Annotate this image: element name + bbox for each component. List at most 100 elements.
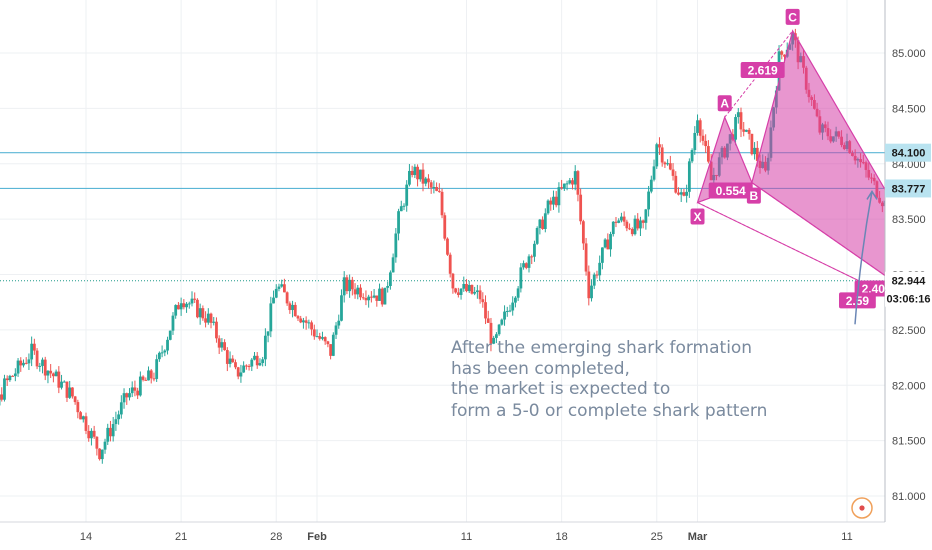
candle-body bbox=[266, 331, 270, 336]
candle-body bbox=[380, 288, 384, 305]
x-tick-label: 11 bbox=[841, 531, 852, 543]
candle-body bbox=[543, 213, 547, 229]
candle-body bbox=[655, 144, 659, 167]
candle-body bbox=[228, 358, 232, 364]
candle-body bbox=[386, 285, 390, 288]
candle-body bbox=[421, 169, 425, 184]
candle-body bbox=[413, 166, 417, 176]
candle-body bbox=[402, 205, 406, 207]
candle-body bbox=[3, 378, 6, 400]
candle-body bbox=[701, 135, 705, 141]
candle-body bbox=[511, 302, 515, 311]
candle-body bbox=[141, 376, 145, 380]
candle-body bbox=[780, 51, 784, 55]
x-tick-label: 14 bbox=[80, 531, 92, 543]
candle-body bbox=[174, 305, 178, 316]
annotation-text: After the emerging shark formation has b… bbox=[451, 338, 767, 421]
candle-body bbox=[79, 412, 82, 420]
candle-body bbox=[492, 337, 496, 344]
candle-body bbox=[734, 117, 737, 140]
candle-body bbox=[552, 196, 555, 205]
candle-body bbox=[302, 320, 305, 323]
candle-body bbox=[391, 257, 395, 273]
candle-body bbox=[742, 129, 746, 132]
candle-body bbox=[671, 169, 675, 176]
candle-body bbox=[95, 436, 99, 449]
candle-body bbox=[30, 343, 34, 360]
x-tick-label: 18 bbox=[556, 531, 568, 543]
last-price-tag bbox=[885, 271, 931, 290]
candle-body bbox=[337, 320, 341, 326]
candle-body bbox=[57, 371, 61, 388]
candle-body bbox=[693, 132, 697, 151]
candle-body bbox=[533, 243, 536, 257]
candle-body bbox=[100, 449, 104, 460]
ratio-label-ac bbox=[740, 62, 785, 79]
candle-body bbox=[293, 304, 297, 317]
candle-body bbox=[508, 310, 512, 312]
candle-body bbox=[133, 387, 137, 391]
candle-body bbox=[212, 321, 216, 323]
candle-body bbox=[372, 295, 376, 298]
candle-body bbox=[755, 147, 759, 161]
candle-body bbox=[541, 219, 544, 229]
candle-body bbox=[312, 329, 316, 337]
candle-body bbox=[568, 180, 572, 184]
candle-body bbox=[182, 303, 186, 308]
candle-body bbox=[375, 295, 379, 301]
candle-body bbox=[397, 211, 400, 234]
candle-body bbox=[250, 359, 254, 367]
annotation-line: form a 5-0 or complete shark pattern bbox=[451, 401, 767, 421]
candle-body bbox=[98, 448, 101, 460]
record-icon[interactable] bbox=[851, 497, 873, 519]
pattern-point-x bbox=[690, 208, 705, 225]
pattern-point-x-text: X bbox=[694, 210, 702, 224]
pattern-point-b-text: B bbox=[750, 189, 759, 203]
candle-body bbox=[323, 337, 327, 342]
countdown-tag bbox=[885, 290, 931, 307]
candle-body bbox=[478, 290, 482, 300]
candle-body bbox=[103, 441, 107, 450]
candle-body bbox=[206, 313, 210, 323]
candle-body bbox=[609, 234, 612, 250]
candle-body bbox=[138, 376, 142, 396]
candle-body bbox=[147, 370, 150, 381]
candle-body bbox=[236, 367, 240, 377]
candle-body bbox=[60, 381, 63, 388]
candle-body bbox=[535, 228, 539, 244]
candle-body bbox=[557, 187, 561, 206]
candle-body bbox=[46, 370, 50, 376]
candle-body bbox=[668, 163, 672, 170]
candle-body bbox=[177, 305, 180, 310]
candle-body bbox=[399, 206, 403, 212]
candle-body bbox=[171, 315, 175, 331]
candle-body bbox=[73, 396, 77, 403]
candle-body bbox=[660, 147, 664, 163]
candle-body bbox=[326, 341, 330, 345]
x-tick-label: Mar bbox=[688, 531, 708, 543]
x-tick-label: 25 bbox=[651, 531, 663, 543]
candle-body bbox=[179, 303, 183, 310]
level-tag-84100-text: 84.100 bbox=[892, 148, 926, 160]
candle-body bbox=[625, 221, 629, 229]
y-tick-label: 83.500 bbox=[892, 214, 926, 226]
candle-body bbox=[130, 387, 134, 394]
candle-body bbox=[283, 284, 286, 293]
candle-body bbox=[5, 378, 9, 381]
candle-body bbox=[43, 359, 47, 376]
y-tick-label: 81.500 bbox=[892, 436, 926, 448]
candle-body bbox=[606, 239, 610, 250]
candle-body bbox=[576, 171, 580, 195]
candle-body bbox=[367, 296, 371, 301]
candle-body bbox=[685, 191, 689, 196]
candle-body bbox=[595, 274, 599, 276]
candle-body bbox=[649, 179, 653, 192]
candle-body bbox=[530, 256, 534, 258]
candle-body bbox=[454, 288, 458, 293]
candle-body bbox=[636, 218, 640, 229]
level-tag-84100 bbox=[885, 143, 931, 162]
candle-body bbox=[432, 187, 436, 189]
candle-body bbox=[71, 387, 74, 397]
candle-body bbox=[24, 362, 28, 364]
